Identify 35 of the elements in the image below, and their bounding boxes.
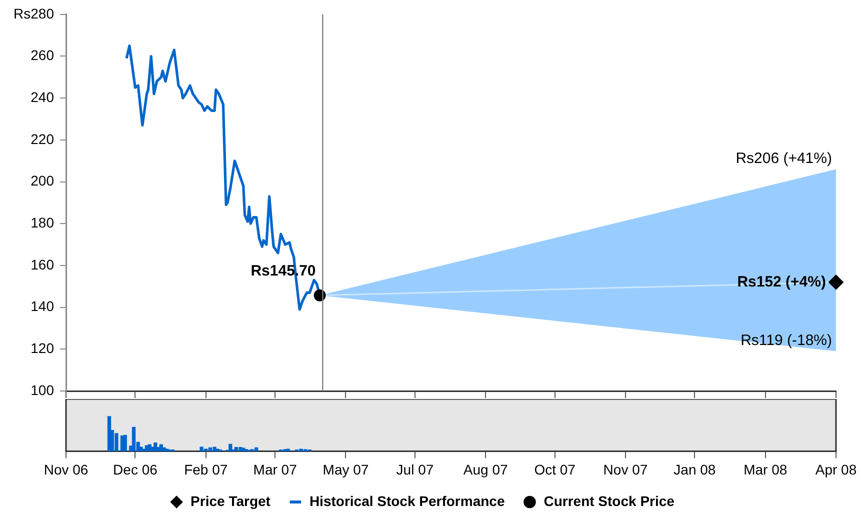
legend-label: Historical Stock Performance [309,492,505,509]
y-tick-label: 160 [30,256,54,272]
y-tick-label: 220 [30,130,54,147]
y-tick-label: 120 [30,340,54,356]
legend-label: Current Stock Price [544,492,675,509]
bar [200,446,204,452]
y-tick-label: Rs280 [14,5,54,22]
x-tick-label: May 07 [322,461,369,478]
x-tick-label: Apr 08 [815,461,857,478]
annotation: Rs206 (+41%) [736,150,832,168]
x-tick-label: Jan 08 [674,461,716,478]
x-tick-label: Aug 07 [463,461,508,478]
x-tick-label: Dec 06 [113,461,158,478]
bar [123,434,127,452]
x-tick-label: Jul 07 [396,461,434,478]
y-tick-label: 240 [30,88,54,105]
bar [212,446,216,452]
bar [286,448,290,452]
annotation: Rs119 (-18%) [740,332,832,350]
x-tick-label: Oct 07 [534,461,576,478]
y-tick-label: 100 [30,382,54,398]
x-tick-label: Feb 07 [184,461,228,478]
y-tick-label: 180 [30,214,54,230]
x-tick-label: Mar 07 [253,461,298,478]
y-tick-label: 200 [30,172,54,189]
bar [299,448,303,452]
y-tick-label: 260 [30,47,54,64]
x-tick-label: Nov 06 [44,461,88,478]
legend-label: Price Target [190,492,271,509]
y-tick-label: 140 [30,298,54,314]
bar [132,426,136,452]
x-tick-label: Nov 07 [603,461,648,478]
x-tick-label: Mar 08 [744,461,788,478]
bar [114,433,118,452]
annotation: Rs152 (+4%) [737,273,826,290]
